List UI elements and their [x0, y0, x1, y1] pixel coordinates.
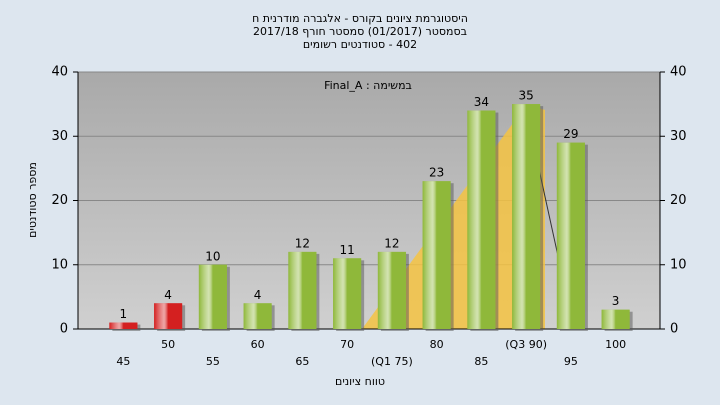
y-tick-label: 10: [51, 257, 68, 272]
bar-shine: [377, 251, 406, 329]
value-label: 23: [429, 166, 444, 180]
title-line: היסטוגרמת ציונים בקורס - אלגברה מודרנית …: [252, 12, 468, 25]
value-label: 34: [474, 95, 489, 109]
value-label: 29: [563, 127, 578, 141]
bar-shine: [154, 303, 183, 329]
x-tick-label: 60: [251, 338, 265, 351]
x-tick-label: 100: [605, 338, 626, 351]
title-line: 402 - סטודנטים רשומים: [303, 38, 417, 51]
bar-shine: [512, 104, 541, 329]
bar-shine: [333, 258, 362, 329]
value-label: 35: [518, 89, 533, 103]
y-tick-label: 0: [60, 322, 68, 337]
bar-shine: [422, 181, 451, 329]
y-tick-label: 30: [51, 129, 68, 144]
bar-shine: [288, 251, 317, 329]
x-tick-label: 45: [116, 355, 130, 368]
annotation: במשימה : Final_A: [324, 79, 412, 92]
x-tick-label: (Q1 75): [371, 355, 413, 368]
y2-tick-label: 10: [670, 257, 687, 272]
title-line: בסמסטר (01/2017) סמסטר חורף 2017/18: [253, 25, 467, 38]
y-tick-label: 20: [51, 193, 68, 208]
y-axis-label: מספר סטודנטים: [26, 162, 39, 238]
x-tick-label: 95: [564, 355, 578, 368]
bar-shine: [556, 142, 585, 329]
x-tick-label: (Q3 90): [505, 338, 547, 351]
x-tick-label: 80: [430, 338, 444, 351]
x-tick-label: 70: [340, 338, 354, 351]
bar-shine: [601, 309, 630, 329]
value-label: 1: [120, 307, 128, 321]
x-axis-label: טווח ציונים: [335, 375, 385, 388]
bar-shine: [198, 264, 227, 329]
x-tick-label: 65: [295, 355, 309, 368]
y2-tick-label: 40: [670, 65, 687, 80]
y-tick-label: 40: [51, 65, 68, 80]
value-label: 4: [254, 288, 262, 302]
value-label: 4: [164, 288, 172, 302]
x-tick-label: 55: [206, 355, 220, 368]
x-tick-label: 50: [161, 338, 175, 351]
bar-shine: [467, 110, 496, 329]
value-label: 11: [339, 243, 354, 257]
y2-tick-label: 20: [670, 193, 687, 208]
value-label: 10: [205, 249, 220, 263]
x-tick-label: 85: [474, 355, 488, 368]
bar-shine: [109, 322, 138, 329]
y2-tick-label: 0: [670, 322, 678, 337]
y2-tick-label: 30: [670, 129, 687, 144]
value-label: 12: [295, 236, 310, 250]
value-label: 3: [612, 294, 620, 308]
value-label: 12: [384, 236, 399, 250]
bar-shine: [243, 303, 272, 329]
